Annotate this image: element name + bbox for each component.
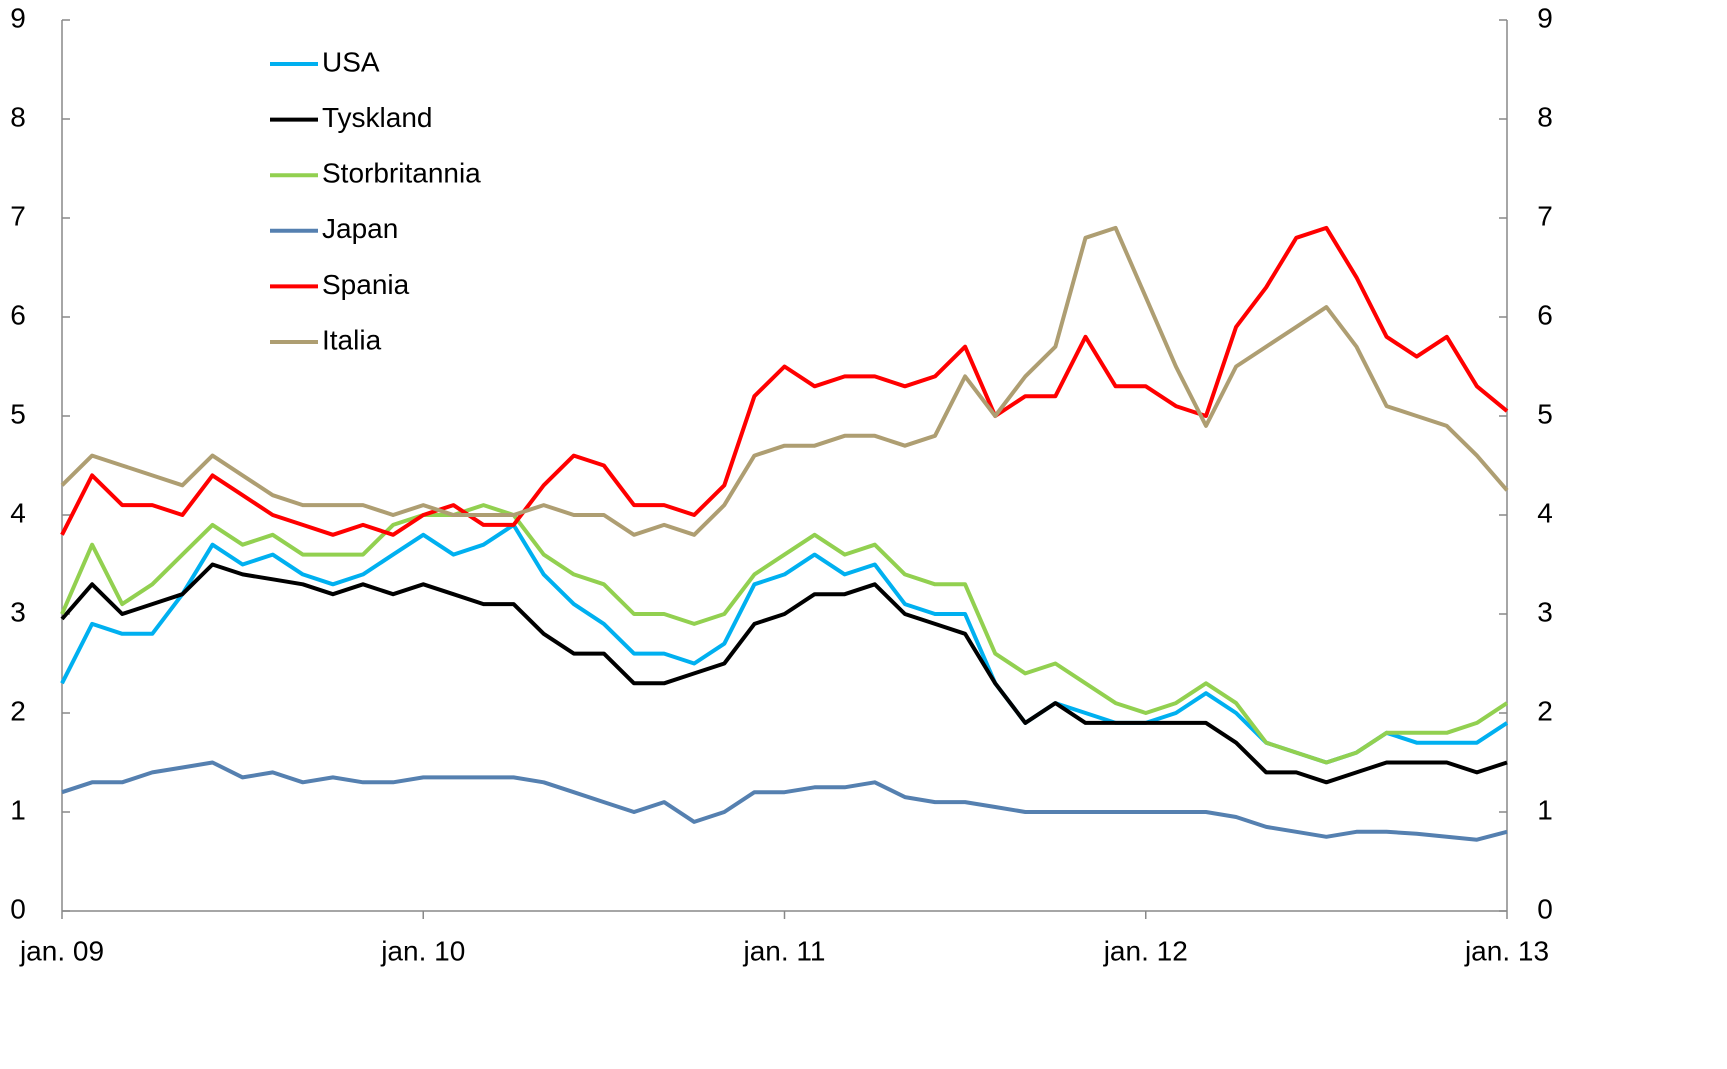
y2-tick-label: 2 bbox=[1537, 695, 1553, 726]
x-tick-label: jan. 11 bbox=[743, 935, 826, 966]
y-tick-label: 0 bbox=[10, 893, 26, 924]
y2-tick-label: 8 bbox=[1537, 101, 1553, 132]
legend-label: Japan bbox=[322, 213, 398, 244]
y2-tick-label: 0 bbox=[1537, 893, 1553, 924]
legend-label: Italia bbox=[322, 324, 382, 355]
y-tick-label: 7 bbox=[10, 200, 26, 231]
y-tick-label: 1 bbox=[10, 794, 26, 825]
legend-label: Storbritannia bbox=[322, 158, 481, 189]
y2-tick-label: 5 bbox=[1537, 398, 1553, 429]
x-tick-label: jan. 12 bbox=[1103, 935, 1188, 966]
y2-tick-label: 6 bbox=[1537, 299, 1553, 330]
legend-label: Tyskland bbox=[322, 102, 433, 133]
series-line bbox=[61, 760, 1508, 842]
y-tick-label: 3 bbox=[10, 596, 26, 627]
y-tick-label: 8 bbox=[10, 101, 26, 132]
y2-tick-label: 1 bbox=[1537, 794, 1553, 825]
legend-label: USA bbox=[322, 46, 380, 77]
x-tick-label: jan. 09 bbox=[19, 935, 104, 966]
y-tick-label: 4 bbox=[10, 497, 26, 528]
series-line bbox=[60, 225, 1509, 537]
series-line bbox=[60, 225, 1509, 537]
y-tick-label: 5 bbox=[10, 398, 26, 429]
y2-tick-label: 7 bbox=[1537, 200, 1553, 231]
x-tick-label: jan. 10 bbox=[380, 935, 465, 966]
y2-tick-label: 3 bbox=[1537, 596, 1553, 627]
series-line bbox=[60, 562, 1508, 785]
series-line bbox=[60, 503, 1509, 765]
legend-label: Spania bbox=[322, 269, 410, 300]
y2-tick-label: 9 bbox=[1537, 2, 1553, 33]
series-line bbox=[60, 522, 1509, 765]
y-tick-label: 9 bbox=[10, 2, 26, 33]
x-tick-label: jan. 13 bbox=[1464, 935, 1549, 966]
y-tick-label: 2 bbox=[10, 695, 26, 726]
y-tick-label: 6 bbox=[10, 299, 26, 330]
y2-tick-label: 4 bbox=[1537, 497, 1553, 528]
